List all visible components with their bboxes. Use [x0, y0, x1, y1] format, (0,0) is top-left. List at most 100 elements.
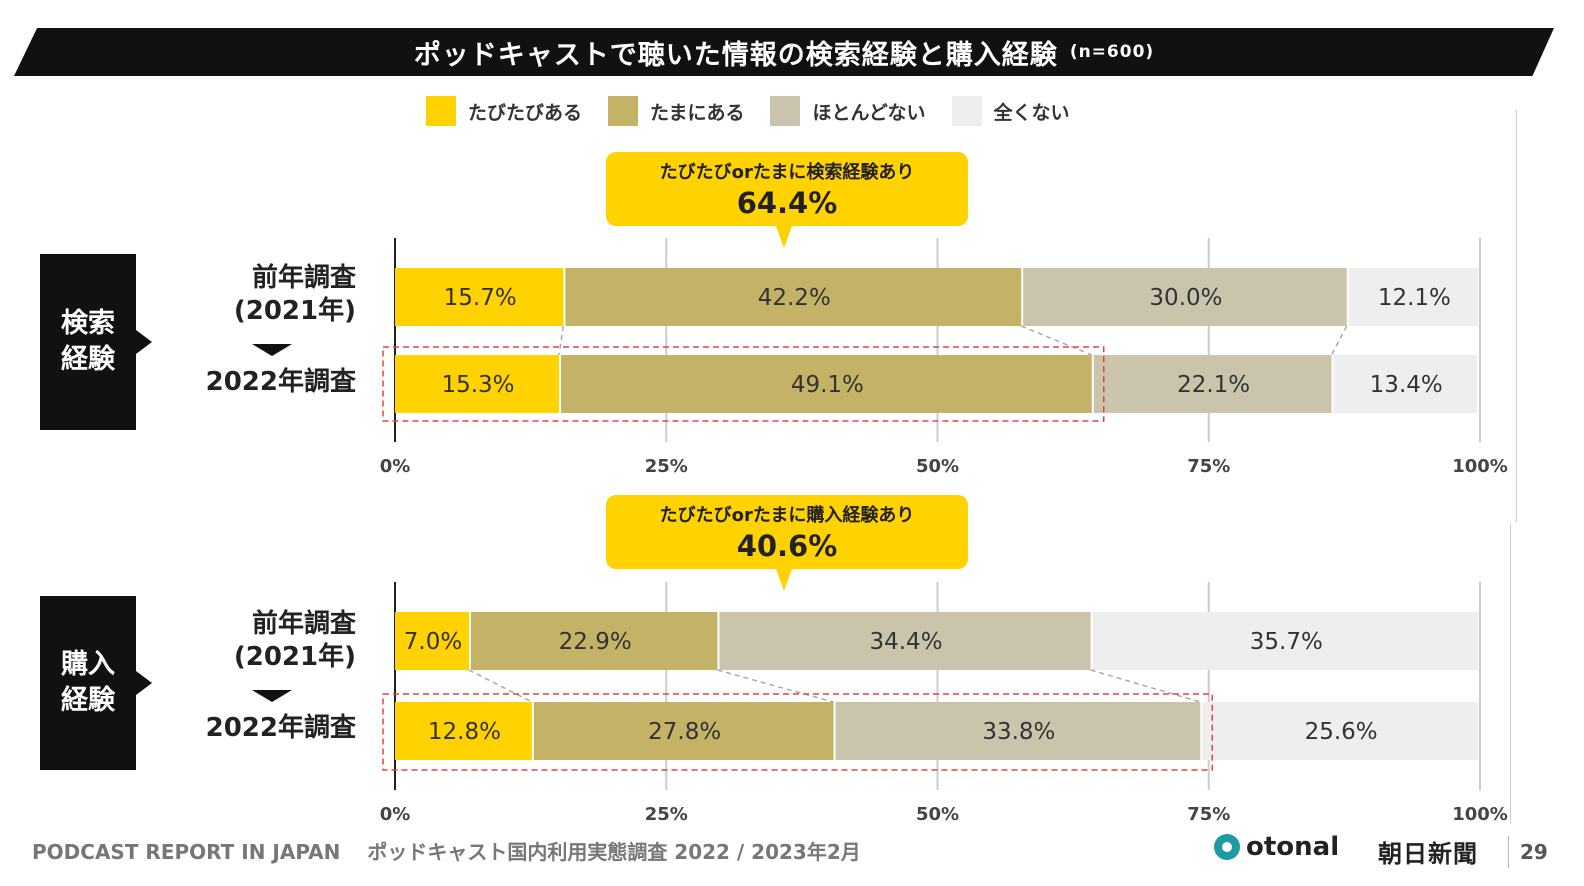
- tick-label: 75%: [1187, 804, 1230, 825]
- legend-swatch: [426, 96, 456, 126]
- legend-label: 全くない: [993, 101, 1070, 124]
- callout-tail: [776, 226, 792, 248]
- footer-credit: PODCAST REPORT IN JAPAN ポッドキャスト国内利用実態調査 …: [32, 836, 861, 865]
- tick-label: 75%: [1187, 456, 1230, 477]
- highlight-box: [382, 693, 1213, 771]
- data-label: 13.4%: [1370, 372, 1443, 398]
- highlight-box: [382, 346, 1105, 422]
- bar-segment: [1202, 702, 1478, 760]
- otonal-logo: otonal: [1214, 832, 1339, 862]
- data-label: 22.1%: [1177, 372, 1250, 398]
- tick-label: 50%: [916, 456, 959, 477]
- bar-segment: [395, 268, 564, 326]
- side-label-line: 経験: [61, 344, 115, 375]
- side-label-line: 検索: [61, 307, 115, 339]
- tick-label: 100%: [1452, 456, 1508, 477]
- data-label: 25.6%: [1305, 719, 1378, 745]
- otonal-logo-text: otonal: [1246, 832, 1340, 862]
- bar-segment: [395, 702, 532, 760]
- legend: たびたびある たまにある ほとんどない 全くない: [426, 96, 1070, 126]
- report-name: PODCAST REPORT IN JAPAN: [32, 840, 341, 864]
- bar-segment: [719, 612, 1091, 670]
- bar-segment: [561, 355, 1092, 413]
- row-label-line: 前年調査: [251, 263, 356, 293]
- data-label: 7.0%: [404, 629, 462, 655]
- right-divider: [1510, 524, 1511, 824]
- tick-label: 25%: [645, 804, 688, 825]
- data-label: 30.0%: [1149, 285, 1222, 311]
- right-divider: [1516, 110, 1517, 522]
- row-label-previous: 前年調査 (2021年): [150, 608, 356, 673]
- tick-label: 0%: [380, 804, 411, 825]
- row-label-line: 前年調査: [251, 609, 356, 639]
- callout-search: たびたびorたまに検索経験あり 64.4%: [606, 152, 968, 248]
- legend-item-rarely: ほとんどない: [770, 96, 926, 126]
- legend-item-sometimes: たまにある: [608, 96, 744, 126]
- tick-label: 50%: [916, 804, 959, 825]
- title-band: ポッドキャストで聴いた情報の検索経験と購入経験 (n=600): [14, 28, 1554, 76]
- callout-tail: [776, 569, 792, 591]
- callout-purchase: たびたびorたまに購入経験あり 40.6%: [606, 495, 968, 591]
- legend-item-frequent: たびたびある: [426, 96, 582, 126]
- data-label: 22.9%: [559, 629, 632, 655]
- row-label-previous: 前年調査 (2021年): [150, 262, 356, 327]
- callout-text: たびたびorたまに検索経験あり: [659, 162, 915, 183]
- down-arrow-icon: [252, 690, 292, 702]
- page-title: ポッドキャストで聴いた情報の検索経験と購入経験: [413, 39, 1058, 71]
- row-label-line: (2021年): [233, 641, 356, 672]
- legend-label: たびたびある: [468, 101, 583, 124]
- data-label: 15.7%: [444, 285, 517, 311]
- row-label-current: 2022年調査: [150, 712, 356, 745]
- legend-swatch: [951, 96, 982, 126]
- tick-label: 0%: [380, 456, 411, 477]
- side-label-purchase: 購入 経験: [40, 596, 152, 770]
- side-label-line: 経験: [61, 685, 115, 716]
- callout-value: 40.6%: [736, 529, 838, 563]
- connector-line: [558, 325, 565, 356]
- down-arrow-icon: [252, 344, 292, 356]
- tick-label: 25%: [645, 456, 688, 477]
- legend-label: たまにある: [650, 101, 745, 124]
- bar-segment: [565, 268, 1022, 326]
- side-label-line: 購入: [61, 648, 115, 680]
- bar-segment: [395, 612, 469, 670]
- row-label-line: (2021年): [233, 295, 356, 326]
- connector-line: [1330, 325, 1348, 356]
- data-label: 33.8%: [982, 719, 1055, 745]
- connector-line: [1090, 669, 1201, 703]
- callout-value: 64.4%: [736, 186, 838, 220]
- sample-size: (n=600): [1069, 42, 1155, 62]
- legend-label: ほとんどない: [812, 101, 926, 124]
- bar-segment: [1023, 268, 1347, 326]
- data-label: 35.7%: [1250, 629, 1323, 655]
- page-separator: [1508, 836, 1509, 868]
- side-label-search: 検索 経験: [40, 254, 152, 430]
- legend-swatch: [770, 96, 801, 126]
- data-label: 27.8%: [648, 719, 721, 745]
- data-label: 34.4%: [869, 629, 942, 655]
- row-label-line: 2022年調査: [205, 713, 356, 743]
- connector-line: [468, 669, 533, 703]
- bar-segment: [1348, 268, 1478, 326]
- bar-segment: [1093, 355, 1332, 413]
- data-label: 15.3%: [441, 372, 514, 398]
- bar-segment: [835, 702, 1201, 760]
- bar-segment: [533, 702, 834, 760]
- bar-segment: [395, 355, 560, 413]
- asahi-logo: 朝日新聞: [1378, 839, 1478, 868]
- data-label: 12.1%: [1378, 285, 1451, 311]
- bar-segment: [470, 612, 718, 670]
- tick-label: 100%: [1452, 804, 1508, 825]
- row-label-current: 2022年調査: [150, 366, 356, 399]
- otonal-logo-icon: [1214, 834, 1240, 860]
- report-subtitle: ポッドキャスト国内利用実態調査 2022 / 2023年2月: [367, 840, 861, 864]
- legend-item-never: 全くない: [951, 96, 1070, 126]
- page-number: 29: [1520, 840, 1548, 864]
- connector-line: [1020, 325, 1093, 356]
- legend-swatch: [608, 96, 639, 126]
- data-label: 49.1%: [791, 372, 864, 398]
- bar-segment: [1092, 612, 1478, 670]
- bar-segment: [1333, 355, 1477, 413]
- row-label-line: 2022年調査: [205, 367, 356, 397]
